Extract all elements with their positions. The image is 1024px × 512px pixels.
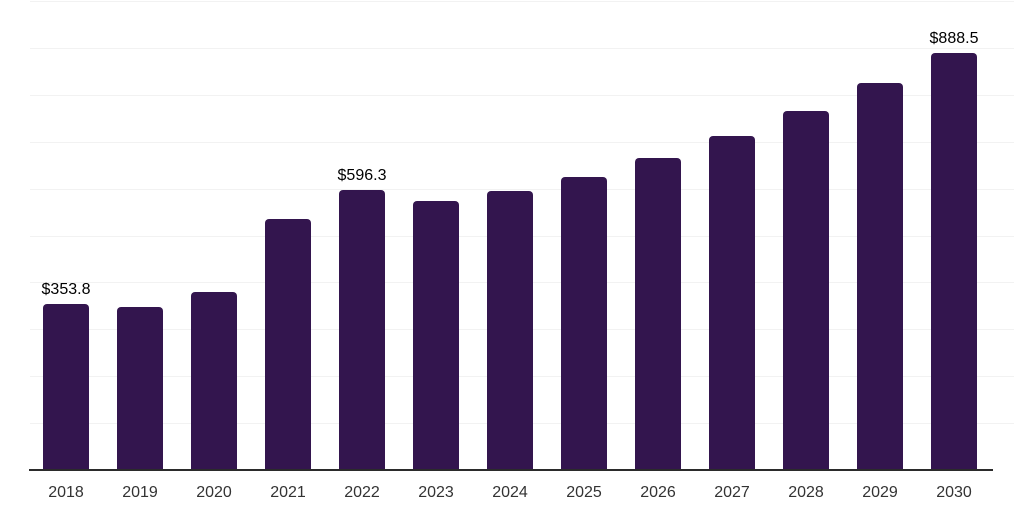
- x-tick-2025: 2025: [566, 484, 602, 501]
- x-axis-line: [29, 469, 993, 471]
- bar-2021: [265, 219, 311, 470]
- bar-value-label-2022: $596.3: [337, 167, 387, 185]
- x-tick-2028: 2028: [788, 484, 824, 501]
- bar-2030: [931, 53, 977, 470]
- x-tick-2020: 2020: [196, 484, 232, 501]
- bar-2028: [783, 111, 829, 470]
- gridline-700: [30, 141, 1014, 143]
- bar-2027: [709, 136, 755, 470]
- x-tick-2021: 2021: [270, 484, 306, 501]
- bar-2024: [487, 191, 533, 470]
- gridline-1000: [30, 1, 1014, 2]
- bar-2018: [43, 304, 89, 470]
- bar-2020: [191, 292, 237, 470]
- x-tick-2029: 2029: [862, 484, 898, 501]
- bar-2026: [635, 158, 681, 470]
- x-tick-2027: 2027: [714, 484, 750, 501]
- gridline-800: [30, 94, 1014, 96]
- bar-value-label-2018: $353.8: [41, 281, 91, 299]
- x-tick-2018: 2018: [48, 484, 84, 501]
- gridline-600: [30, 188, 1014, 190]
- bar-2025: [561, 177, 607, 470]
- x-tick-2022: 2022: [344, 484, 380, 501]
- bar-2023: [413, 201, 459, 470]
- x-tick-2019: 2019: [122, 484, 158, 501]
- x-tick-2023: 2023: [418, 484, 454, 501]
- x-tick-2030: 2030: [936, 484, 972, 501]
- bar-2029: [857, 83, 903, 470]
- bar-2019: [117, 307, 163, 470]
- x-tick-2024: 2024: [492, 484, 528, 501]
- bar-2022: [339, 190, 385, 470]
- x-tick-2026: 2026: [640, 484, 676, 501]
- gridline-900: [30, 47, 1014, 49]
- bar-value-label-2030: $888.5: [929, 30, 979, 48]
